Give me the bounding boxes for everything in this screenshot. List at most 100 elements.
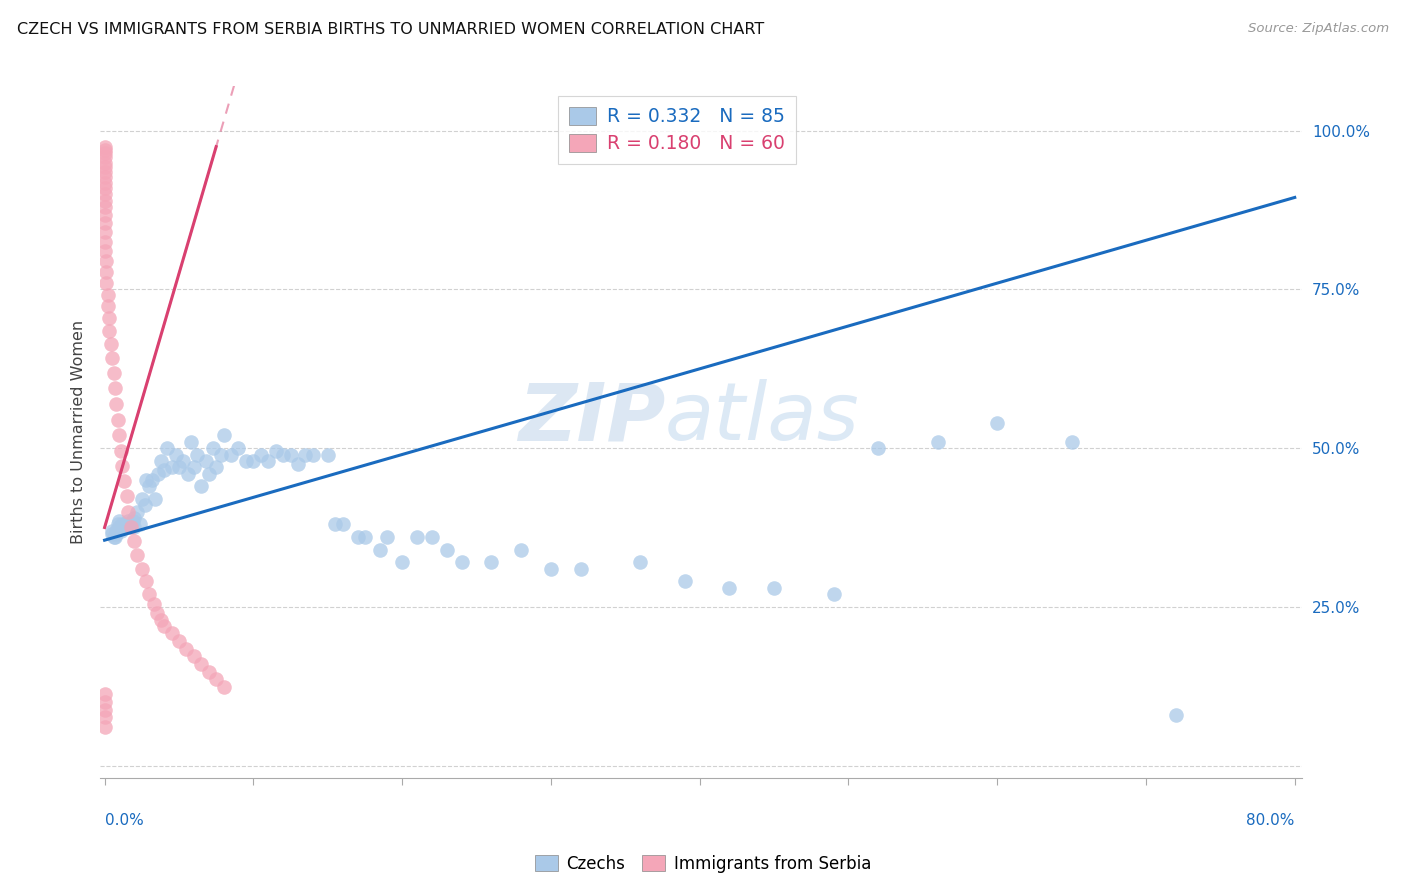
Text: 0.0%: 0.0% — [104, 813, 143, 828]
Point — [228, 441, 250, 455]
Legend: R = 0.332   N = 85, R = 0.180   N = 60: R = 0.332 N = 85, R = 0.180 N = 60 — [558, 95, 796, 164]
Point — [115, 489, 138, 503]
Point — [183, 649, 205, 664]
Point — [294, 448, 316, 462]
Text: atlas: atlas — [665, 379, 860, 458]
Point — [93, 146, 115, 161]
Point — [93, 151, 115, 165]
Point — [93, 170, 115, 185]
Point — [101, 351, 124, 365]
Point — [280, 448, 302, 462]
Point — [104, 382, 127, 396]
Point — [112, 474, 135, 488]
Point — [98, 324, 121, 338]
Point — [160, 626, 183, 640]
Point — [142, 597, 165, 611]
Point — [927, 434, 949, 449]
Point — [93, 200, 115, 214]
Point — [93, 244, 115, 259]
Point — [569, 562, 592, 576]
Point — [108, 520, 131, 534]
Point — [190, 657, 212, 671]
Point — [205, 460, 228, 475]
Point — [180, 434, 202, 449]
Point — [93, 703, 115, 717]
Point — [117, 514, 139, 528]
Point — [271, 448, 294, 462]
Point — [93, 710, 115, 724]
Text: ZIP: ZIP — [517, 379, 665, 458]
Point — [323, 517, 346, 532]
Point — [101, 524, 124, 538]
Point — [118, 520, 141, 534]
Point — [165, 448, 187, 462]
Point — [127, 548, 149, 562]
Point — [242, 454, 264, 468]
Point — [107, 412, 129, 426]
Point — [107, 517, 129, 532]
Point — [145, 606, 167, 620]
Point — [628, 556, 651, 570]
Point — [450, 556, 472, 570]
Point — [138, 479, 160, 493]
Point — [167, 460, 190, 475]
Point — [354, 530, 377, 544]
Point — [257, 454, 280, 468]
Point — [177, 467, 200, 481]
Point — [124, 520, 146, 534]
Point — [138, 587, 160, 601]
Point — [115, 517, 138, 532]
Point — [105, 397, 128, 411]
Point — [316, 448, 339, 462]
Point — [103, 530, 125, 544]
Point — [93, 181, 115, 195]
Point — [103, 366, 125, 380]
Point — [111, 517, 134, 532]
Point — [249, 448, 271, 462]
Point — [120, 517, 142, 532]
Point — [131, 562, 153, 576]
Point — [763, 581, 786, 595]
Point — [110, 524, 132, 538]
Point — [153, 463, 176, 477]
Point — [104, 530, 127, 544]
Point — [146, 467, 169, 481]
Point — [141, 473, 163, 487]
Point — [101, 526, 124, 541]
Point — [479, 556, 502, 570]
Point — [375, 530, 398, 544]
Point — [190, 479, 212, 493]
Point — [219, 448, 242, 462]
Point — [98, 311, 121, 326]
Point — [94, 254, 117, 268]
Point — [718, 581, 741, 595]
Point — [93, 688, 115, 702]
Point — [124, 511, 146, 525]
Point — [117, 505, 139, 519]
Point — [540, 562, 562, 576]
Point — [93, 194, 115, 208]
Point — [287, 457, 309, 471]
Point — [93, 225, 115, 239]
Point — [235, 454, 257, 468]
Point — [108, 514, 131, 528]
Point — [112, 520, 135, 534]
Point — [197, 467, 219, 481]
Point — [93, 216, 115, 230]
Point — [183, 460, 205, 475]
Point — [111, 458, 134, 473]
Point — [93, 695, 115, 709]
Point — [93, 235, 115, 249]
Point — [93, 160, 115, 174]
Point — [167, 634, 190, 648]
Legend: Czechs, Immigrants from Serbia: Czechs, Immigrants from Serbia — [529, 848, 877, 880]
Point — [93, 721, 115, 735]
Point — [332, 517, 354, 532]
Point — [197, 665, 219, 679]
Point — [93, 208, 115, 222]
Point — [986, 416, 1008, 430]
Point — [93, 139, 115, 153]
Point — [100, 337, 122, 351]
Point — [153, 619, 176, 633]
Point — [194, 454, 217, 468]
